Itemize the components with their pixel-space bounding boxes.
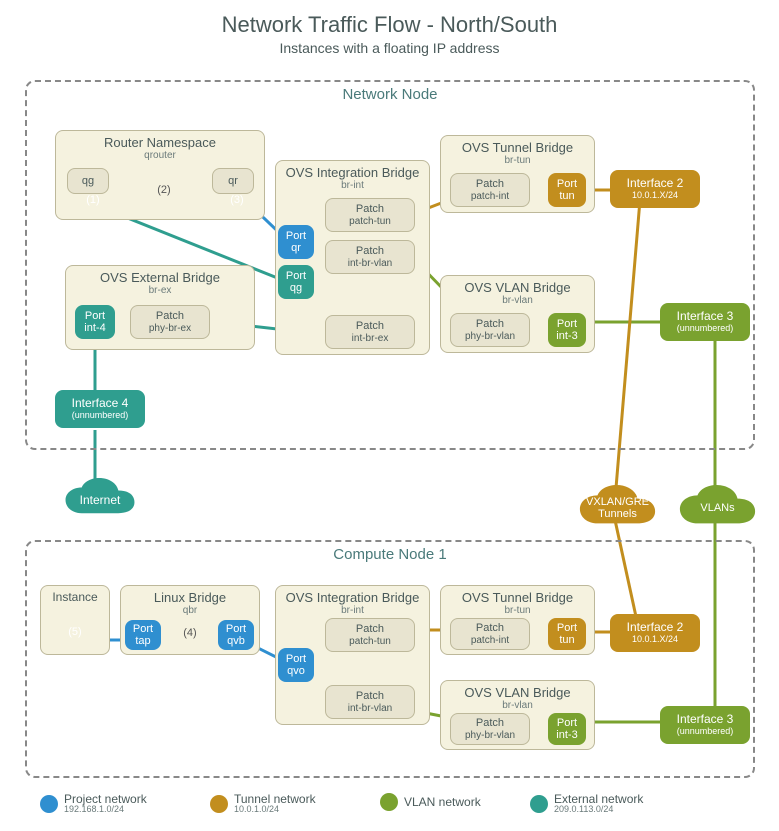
patch-int-nn: Patchpatch-int [450, 173, 530, 207]
patch-phy-br-ex: Patchphy-br-ex [130, 305, 210, 339]
vlan-sub-cn: br-vlan [441, 700, 594, 711]
iface2-nn: Interface 210.0.1.X/24 [610, 170, 700, 208]
lb-title: Linux Bridge [121, 586, 259, 605]
router-ns-title: Router Namespace [56, 131, 264, 150]
legend-tunnel: Tunnel network10.0.1.0/24 [210, 793, 316, 814]
instance-title: Instance [41, 586, 109, 604]
num3: (3) [230, 195, 243, 207]
num2: (2) [157, 185, 170, 197]
vlans-cloud: VLANs [675, 485, 760, 533]
patch-int-cn: Patchpatch-int [450, 618, 530, 650]
compute-node-label: Compute Node 1 [27, 546, 753, 563]
port-int4: Portint-4 [75, 305, 115, 339]
int-title-cn: OVS Integration Bridge [276, 586, 429, 605]
internet-cloud: Internet [55, 478, 145, 522]
num1-cloud: (1) [72, 188, 114, 214]
tunnels-label: VXLAN/GRE Tunnels [586, 497, 649, 520]
router-ns-sub: qrouter [56, 150, 264, 161]
tun-sub-cn: br-tun [441, 605, 594, 616]
port-int3-cn: Portint-3 [548, 713, 586, 745]
legend-external: External network209.0.113.0/24 [530, 793, 643, 814]
iface2-cn: Interface 210.0.1.X/24 [610, 614, 700, 652]
patch-tun-cn: Patchpatch-tun [325, 618, 415, 652]
tun-title-nn: OVS Tunnel Bridge [441, 136, 594, 155]
tunnels-cloud: VXLAN/GRE Tunnels [570, 485, 665, 533]
patch-ex-nn: Patchint-br-ex [325, 315, 415, 349]
iface3-nn: Interface 3(unnumbered) [660, 303, 750, 341]
patch-tun-nn: Patchpatch-tun [325, 198, 415, 232]
vlan-title-nn: OVS VLAN Bridge [441, 276, 594, 295]
port-qg: Portqg [278, 265, 314, 299]
network-node-label: Network Node [27, 86, 753, 103]
legend-vlan: VLAN network [380, 793, 481, 811]
page-subtitle: Instances with a floating IP address [0, 40, 779, 56]
ext-sub: br-ex [66, 285, 254, 296]
port-qr: Portqr [278, 225, 314, 259]
tun-sub-nn: br-tun [441, 155, 594, 166]
num4-cloud: (4) [168, 620, 212, 648]
patch-vlan-cn: Patchint-br-vlan [325, 685, 415, 719]
vlan-title-cn: OVS VLAN Bridge [441, 681, 594, 700]
num5-cloud: (5) [52, 618, 98, 648]
internet-label: Internet [80, 494, 121, 507]
legend-project: Project network192.168.1.0/24 [40, 793, 147, 814]
int-sub-nn: br-int [276, 180, 429, 191]
port-qvb: Portqvb [218, 620, 254, 650]
port-tap: Porttap [125, 620, 161, 650]
num5: (5) [68, 627, 81, 639]
num1: (1) [86, 195, 99, 207]
vlans-label: VLANs [700, 503, 734, 515]
ext-title: OVS External Bridge [66, 266, 254, 285]
tun-title-cn: OVS Tunnel Bridge [441, 586, 594, 605]
iface4-nn: Interface 4(unnumbered) [55, 390, 145, 428]
port-tun-nn: Porttun [548, 173, 586, 207]
num3-cloud: (3) [216, 188, 258, 214]
port-qvo: Portqvo [278, 648, 314, 682]
patch-phy-nn: Patchphy-br-vlan [450, 313, 530, 347]
lb-sub: qbr [121, 605, 259, 616]
port-tun-cn: Porttun [548, 618, 586, 650]
page-title: Network Traffic Flow - North/South [0, 0, 779, 38]
vlan-sub-nn: br-vlan [441, 295, 594, 306]
num2-cloud: (2) [140, 175, 188, 207]
patch-vlan-nn: Patchint-br-vlan [325, 240, 415, 274]
iface3-cn: Interface 3(unnumbered) [660, 706, 750, 744]
port-int3-nn: Portint-3 [548, 313, 586, 347]
int-sub-cn: br-int [276, 605, 429, 616]
patch-phy-cn: Patchphy-br-vlan [450, 713, 530, 745]
num4: (4) [183, 628, 196, 640]
int-title-nn: OVS Integration Bridge [276, 161, 429, 180]
